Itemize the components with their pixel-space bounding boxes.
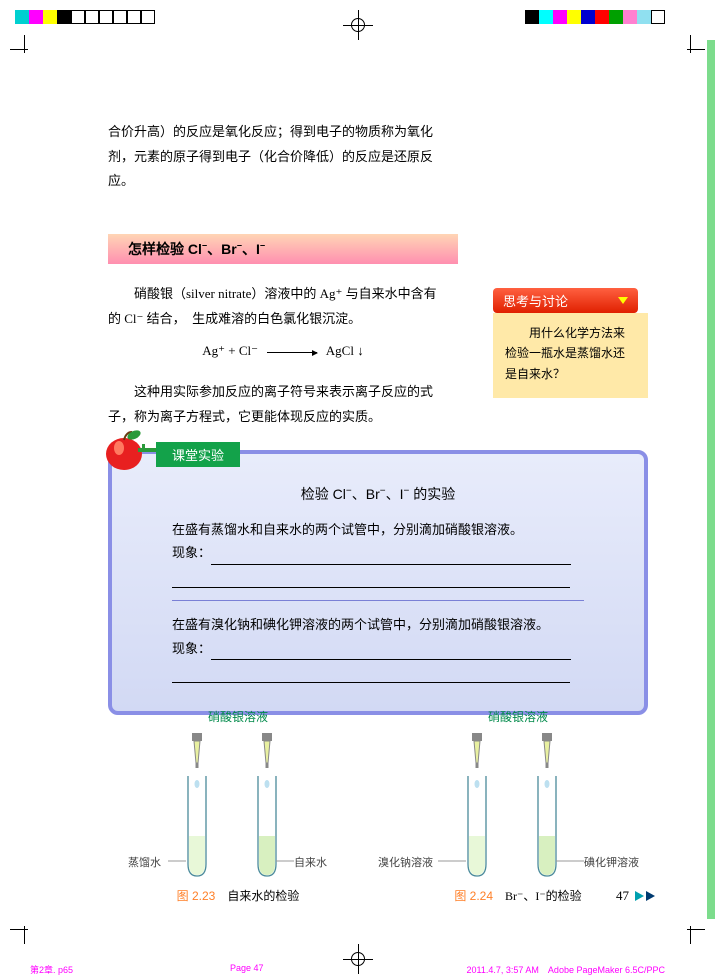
- ab-l1: 硝酸银（silver nitrate）溶液中的 Ag⁺ 与自来水中含有: [108, 286, 437, 301]
- think-body: 用什么化学方法来检验一瓶水是蒸馏水还是自来水？: [493, 313, 648, 398]
- think-tab-label: 思考与讨论: [503, 291, 568, 310]
- fig-right-ctext: Br⁻、I⁻的检验: [493, 889, 582, 903]
- p2-l1: 这种用实际参加反应的离子符号来表示离子反应的式: [108, 384, 433, 399]
- lab-p1-label: 现象：: [172, 545, 211, 560]
- intro-line1: 合价升高）的反应是氧化反应；得到电子的物质称为氧化: [108, 124, 433, 139]
- think-box: 思考与讨论 用什么化学方法来检验一瓶水是蒸馏水还是自来水？: [493, 288, 648, 398]
- crop-bl: [10, 916, 38, 944]
- figures-row: 硝酸银溶液 蒸馏水 自来水 图 2.23 自来水的检验 硝酸银溶液: [108, 708, 648, 904]
- fig-right-caption: 图 2.24 Br⁻、I⁻的检验: [388, 887, 648, 904]
- lab-tab: 课堂实验: [156, 442, 240, 467]
- footer-right: 2011.4.7, 3:57 AM Adobe PageMaker 6.5C/P…: [467, 963, 665, 976]
- fig-right-tube1-label: 溴化钠溶液: [378, 854, 433, 870]
- fill-line: [211, 551, 571, 565]
- fig-left-caption: 图 2.23 自来水的检验: [108, 887, 368, 904]
- fig-left-ctext: 自来水的检验: [215, 889, 299, 903]
- page-number: 47: [616, 888, 655, 904]
- intro-paragraph: 合价升高）的反应是氧化反应；得到电子的物质称为氧化 剂，元素的原子得到电子（化合…: [108, 120, 448, 194]
- lab-p2-obs2: [172, 660, 584, 683]
- lab-p1: 在盛有蒸馏水和自来水的两个试管中，分别滴加硝酸银溶液。: [172, 518, 584, 541]
- reg-mark-top: [343, 10, 373, 40]
- figure-right: 硝酸银溶液 溴化钠溶液 碘化钾溶液 图 2.24 Br⁻、I⁻的检验: [388, 708, 648, 904]
- fill-line: [172, 669, 570, 683]
- fill-line: [211, 646, 571, 660]
- fill-line: [172, 574, 570, 588]
- crop-tr: [677, 35, 705, 63]
- eq-lhs: Ag⁺ + Cl⁻: [202, 343, 258, 358]
- footer-left: 第2章. p65: [30, 963, 73, 976]
- think-tab: 思考与讨论: [493, 288, 638, 313]
- lab-p1-obs: 现象：: [172, 541, 584, 564]
- fig-left-num: 图 2.23: [177, 889, 216, 903]
- fig-right-num: 图 2.24: [454, 889, 493, 903]
- ab-l2: 的 Cl⁻ 结合， 生成难溶的白色氯化银沉淀。: [108, 311, 361, 326]
- fig-right-title: 硝酸银溶液: [388, 708, 648, 725]
- figure-left: 硝酸银溶液 蒸馏水 自来水 图 2.23 自来水的检验: [108, 708, 368, 904]
- footer-mid: Page 47: [230, 963, 264, 973]
- para-ionic-def: 这种用实际参加反应的离子符号来表示离子反应的式 子，称为离子方程式，它更能体现反…: [108, 380, 478, 429]
- page-edge-tab: [707, 40, 715, 919]
- lab-title: 检验 Cl−、Br−、I− 的实验: [172, 484, 584, 504]
- ionic-equation: Ag⁺ + Cl⁻ AgCl ↓: [108, 339, 458, 364]
- chevron-down-icon: [618, 297, 628, 304]
- crop-br: [677, 916, 705, 944]
- apple-icon: [102, 426, 158, 476]
- fig-left-tube1-label: 蒸馏水: [128, 854, 161, 870]
- crop-tl: [10, 35, 38, 63]
- lab-p1-obs2: [172, 565, 584, 588]
- lab-p2-label: 现象：: [172, 641, 211, 656]
- intro-line2: 剂，元素的原子得到电子（化合价降低）的反应是还原反应。: [108, 149, 433, 189]
- eq-rhs: AgCl ↓: [326, 343, 364, 358]
- para-after-banner: 硝酸银（silver nitrate）溶液中的 Ag⁺ 与自来水中含有 的 Cl…: [108, 282, 458, 364]
- page-arrow-icon: [646, 891, 655, 901]
- lab-separator: [172, 600, 584, 601]
- lab-p2-obs: 现象：: [172, 637, 584, 660]
- color-bar-right: [525, 10, 665, 24]
- p2-l2: 子，称为离子方程式，它更能体现反应的实质。: [108, 409, 381, 424]
- section-banner: 怎样检验 Cl−、Br−、I−: [108, 234, 458, 264]
- lab-p2: 在盛有溴化钠和碘化钾溶液的两个试管中，分别滴加硝酸银溶液。: [172, 613, 584, 636]
- lab-experiment-box: 课堂实验 检验 Cl−、Br−、I− 的实验 在盛有蒸馏水和自来水的两个试管中，…: [108, 450, 648, 715]
- reg-mark-bottom: [343, 944, 373, 974]
- color-bar-left: [15, 10, 155, 24]
- page-arrow-icon: [635, 891, 644, 901]
- fig-right-tube2-label: 碘化钾溶液: [584, 854, 639, 870]
- reaction-arrow-icon: [267, 352, 317, 353]
- fig-left-title: 硝酸银溶液: [108, 708, 368, 725]
- fig-left-tube2-label: 自来水: [294, 854, 327, 870]
- page-number-value: 47: [616, 888, 629, 904]
